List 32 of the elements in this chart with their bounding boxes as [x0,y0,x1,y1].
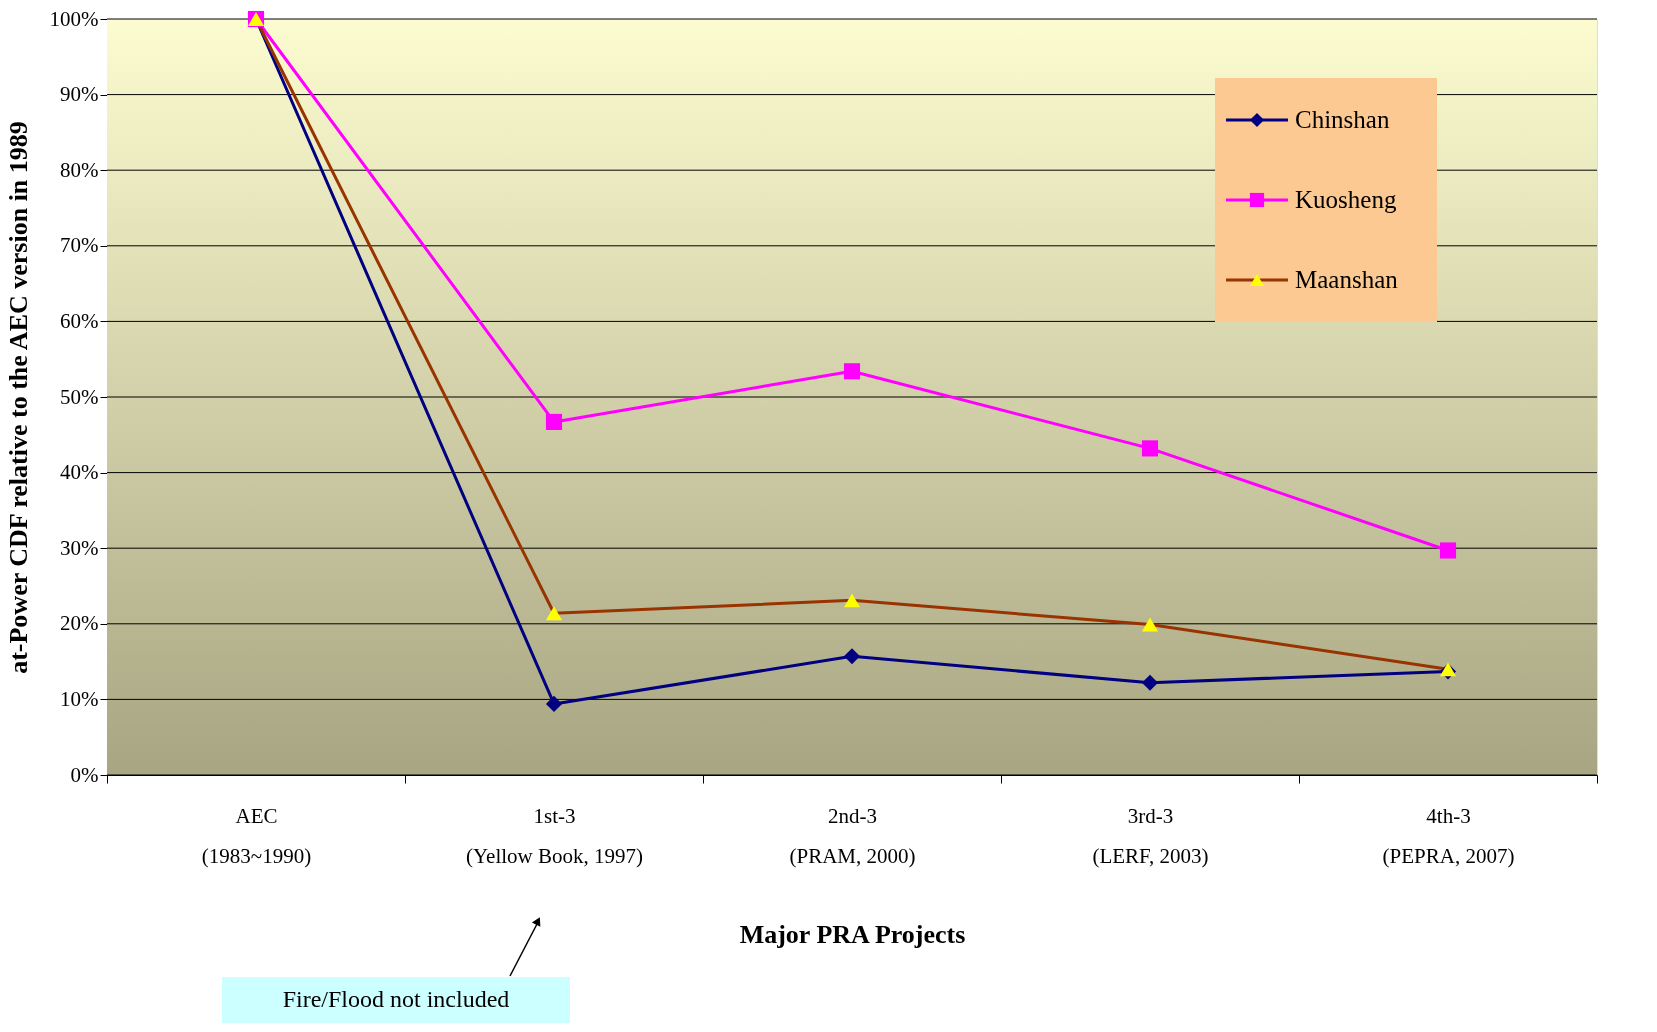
point [1141,617,1159,632]
point [1439,542,1457,559]
y-tick-label: 10% [60,686,99,711]
point [545,695,563,712]
legend-label: Chinshan [1295,106,1390,133]
y-tick-label: 0% [70,762,99,787]
y-tick-label: 100% [49,6,99,31]
y-tick-label: 70% [60,233,99,258]
y-tick-label: 80% [60,157,99,182]
y-tick-label: 20% [60,611,99,636]
y-tick-label: 40% [60,460,99,485]
y-tick-label: 50% [60,384,99,409]
y-axis-title: at-Power CDF relative to the AEC version in 1989 [3,121,33,674]
x-tick-label: 4th-3 (PEPRA, 2007) [1382,803,1515,868]
point [1141,440,1159,457]
x-tick-label: 1st-3 (Yellow Book, 1997) [466,803,643,868]
legend-label: Kuosheng [1295,186,1397,213]
x-axis-title: Major PRA Projects [739,919,966,949]
y-tick-label: 90% [60,82,99,107]
point [843,648,861,665]
legend-label: Maanshan [1295,266,1399,293]
point [545,413,563,431]
text: Fire/Flood not included [282,986,510,1012]
point [1141,674,1159,691]
x-tick-label: 2nd-3 (PRAM, 2000) [789,803,916,868]
x-tick-label: AEC (1983~1990) [201,803,312,868]
y-tick-label: 60% [60,308,99,333]
y-tick-label: 30% [60,535,99,560]
x-tick-label: 3rd-3 (LERF, 2003) [1092,803,1209,868]
point [843,593,861,608]
point [843,363,861,380]
point [545,606,563,621]
